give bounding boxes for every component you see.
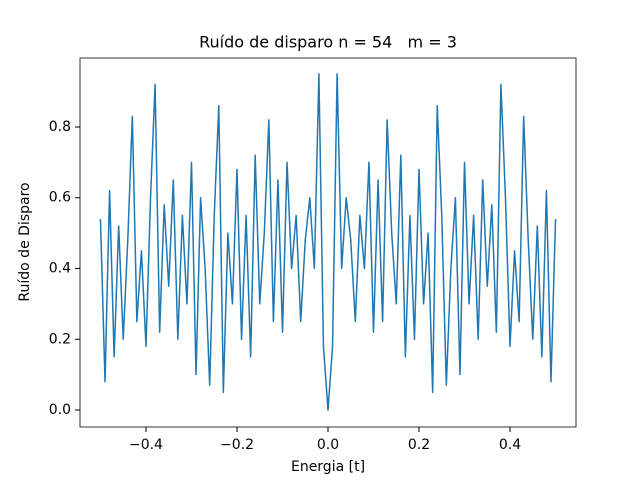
x-axis-label: Energia [t]: [291, 459, 365, 475]
y-axis-label: Ruído de Disparo: [17, 182, 33, 301]
y-tick-label: 0.2: [49, 331, 71, 347]
y-tick-label: 0.6: [49, 190, 71, 206]
x-tick-label: −0.4: [129, 437, 163, 453]
chart-title: Ruído de disparo n = 54 m = 3: [199, 33, 457, 52]
x-tick-label: 0.4: [499, 437, 521, 453]
y-tick-label: 0.4: [49, 261, 71, 277]
y-tick-label: 0.0: [49, 402, 71, 418]
plot-frame: [79, 57, 577, 428]
x-tick-label: −0.2: [220, 437, 254, 453]
x-tick-label: 0.0: [317, 437, 339, 453]
data-line: [99, 73, 557, 411]
y-tick-label: 0.8: [49, 119, 71, 135]
x-tick-label: 0.2: [408, 437, 430, 453]
